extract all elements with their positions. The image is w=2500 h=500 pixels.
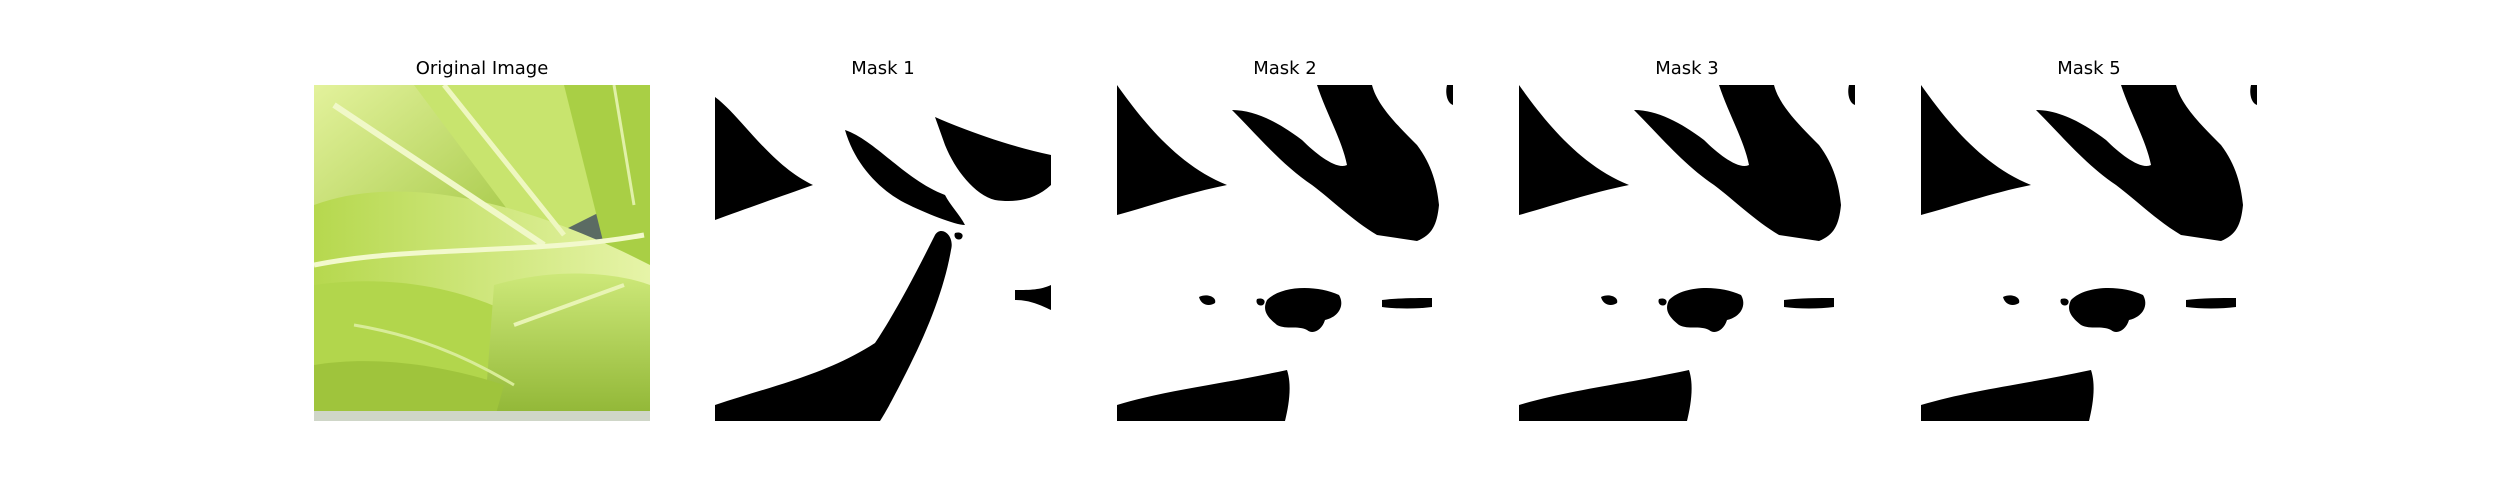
mask-2-image — [1117, 85, 1453, 421]
panel-title-mask-2: Mask 2 — [1253, 58, 1317, 79]
mask-5-panel: Mask 5 — [1921, 0, 2257, 500]
mask-1-shape — [715, 85, 1051, 421]
mask-2-shape — [1117, 85, 1453, 421]
panel-title-mask-3: Mask 3 — [1655, 58, 1719, 79]
mask-5-shape — [1921, 85, 2257, 421]
mask-3-image — [1519, 85, 1855, 421]
panel-title-mask-5: Mask 5 — [2057, 58, 2121, 79]
mask-2-panel: Mask 2 — [1117, 0, 1453, 500]
original-image — [314, 85, 650, 421]
mask-3-panel: Mask 3 — [1519, 0, 1855, 500]
panel-title-mask-1: Mask 1 — [851, 58, 915, 79]
mask-3-shape — [1519, 85, 1855, 421]
leaf-photo — [314, 85, 650, 421]
mask-1-image — [715, 85, 1051, 421]
mask-5-image — [1921, 85, 2257, 421]
panel-title-original: Original Image — [415, 58, 549, 79]
original-image-panel: Original Image — [314, 0, 650, 500]
mask-1-panel: Mask 1 — [715, 0, 1051, 500]
